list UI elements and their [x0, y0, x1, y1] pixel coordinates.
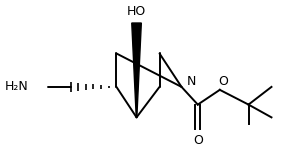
Text: N: N [186, 75, 196, 88]
Text: HO: HO [127, 5, 146, 18]
Text: O: O [219, 75, 229, 88]
Text: H₂N: H₂N [5, 80, 28, 93]
Polygon shape [132, 23, 141, 117]
Text: O: O [193, 134, 203, 147]
